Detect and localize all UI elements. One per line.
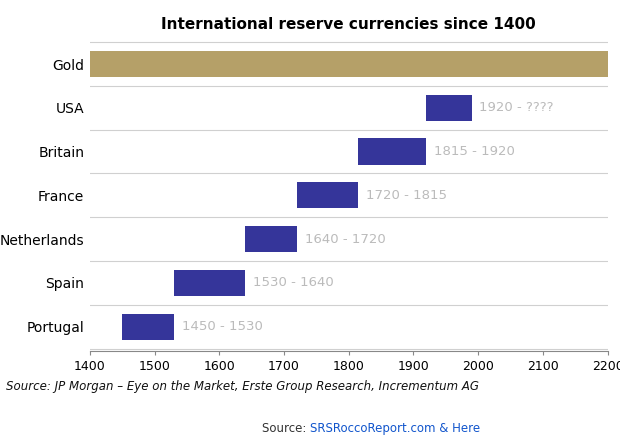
Bar xyxy=(358,139,427,165)
Bar xyxy=(297,182,358,209)
Bar xyxy=(174,270,245,296)
Title: International reserve currencies since 1400: International reserve currencies since 1… xyxy=(161,17,536,32)
Text: SRSRoccoReport.com & Here: SRSRoccoReport.com & Here xyxy=(310,422,480,435)
Bar xyxy=(122,313,174,340)
Text: 1920 - ????: 1920 - ???? xyxy=(479,101,554,114)
Bar xyxy=(427,95,472,121)
Text: 1640 - 1720: 1640 - 1720 xyxy=(305,233,386,246)
Text: 1815 - 1920: 1815 - 1920 xyxy=(434,145,515,158)
Text: Source: JP Morgan – Eye on the Market, Erste Group Research, Incrementum AG: Source: JP Morgan – Eye on the Market, E… xyxy=(6,380,479,393)
Text: 1720 - 1815: 1720 - 1815 xyxy=(366,189,447,202)
Text: 1530 - 1640: 1530 - 1640 xyxy=(253,277,334,289)
Text: 1450 - 1530: 1450 - 1530 xyxy=(182,320,263,333)
Bar xyxy=(90,51,608,77)
Text: Source:: Source: xyxy=(262,422,310,435)
Bar xyxy=(245,226,297,252)
